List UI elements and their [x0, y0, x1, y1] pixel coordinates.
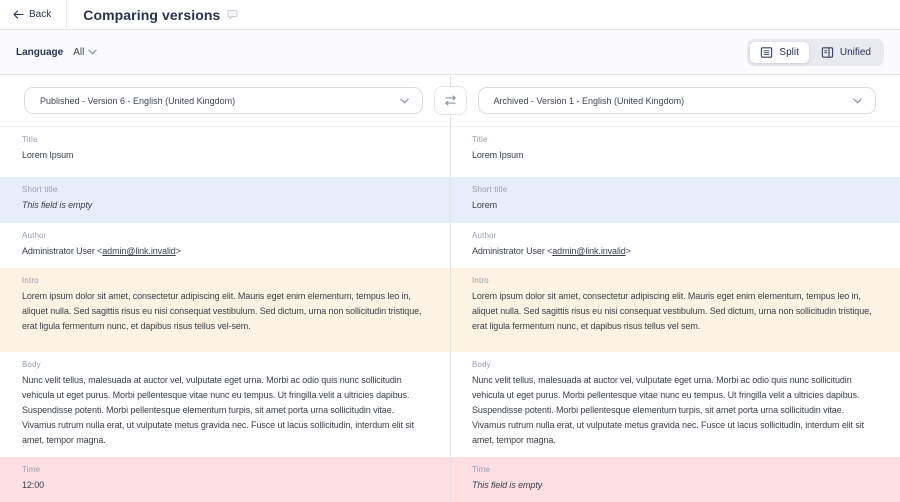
field-cell-right: Body Nunc velit tellus, malesuada at auc…	[450, 352, 900, 457]
field-value: Administrator User <admin@link.invalid>	[472, 244, 877, 259]
version-selector-row: Published - Version 6 - English (United …	[0, 75, 900, 127]
chevron-down-icon	[399, 98, 409, 103]
unified-view-label: Unified	[839, 46, 871, 58]
toolbar: Language All Split Unified	[0, 30, 900, 75]
field-value: Nunc velit tellus, malesuada at auctor v…	[472, 375, 865, 445]
field-cell-left: Short title This field is empty	[0, 177, 450, 223]
center-divider	[449, 75, 451, 502]
left-version-value: Published - Version 6 - English (United …	[40, 95, 236, 106]
page-title: Comparing versions	[83, 6, 221, 23]
field-row-body: Body Nunc velit tellus, malesuada at auc…	[0, 352, 900, 457]
field-value: Lorem	[472, 200, 498, 210]
field-label: Body	[472, 360, 491, 369]
unified-view-icon	[821, 46, 834, 58]
split-view-button[interactable]: Split	[750, 41, 809, 63]
field-label: Short title	[472, 185, 508, 194]
language-label: Language	[16, 46, 64, 58]
chevron-down-icon	[88, 49, 98, 55]
author-email-link[interactable]: admin@link.invalid	[552, 246, 626, 256]
field-label: Intro	[472, 276, 489, 285]
field-cell-left: Title Lorem Ipsum	[0, 127, 450, 177]
field-cell-left: Time 12:00	[0, 457, 450, 502]
language-value: All	[73, 46, 85, 58]
field-value: 12:00	[22, 480, 45, 490]
field-label: Intro	[22, 276, 39, 285]
swap-horizontal-icon	[444, 95, 456, 106]
field-cell-left: Intro Lorem ipsum dolor sit amet, consec…	[0, 268, 450, 352]
field-label: Title	[22, 135, 38, 144]
unified-view-button[interactable]: Unified	[811, 42, 881, 63]
right-version-value: Archived - Version 1 - English (United K…	[493, 95, 685, 106]
field-row-author: Author Administrator User <admin@link.in…	[0, 223, 900, 268]
view-mode-toggle: Split Unified	[747, 38, 884, 66]
split-view-label: Split	[779, 46, 799, 58]
field-row-title: Title Lorem Ipsum Title Lorem Ipsum	[0, 127, 900, 177]
field-cell-right: Author Administrator User <admin@link.in…	[450, 223, 900, 268]
split-view-icon	[761, 46, 773, 58]
field-value-empty: This field is empty	[22, 200, 93, 210]
author-name: Administrator User <	[472, 246, 553, 256]
comment-icon	[228, 10, 238, 20]
author-email-link[interactable]: admin@link.invalid	[102, 246, 176, 256]
field-value: Lorem Ipsum	[472, 150, 524, 160]
swap-versions-button[interactable]	[433, 86, 467, 115]
field-cell-right: Short title Lorem	[450, 177, 900, 223]
author-suffix: >	[175, 246, 181, 256]
field-value: Lorem Ipsum	[22, 150, 74, 160]
author-suffix: >	[625, 246, 631, 256]
field-label: Short title	[22, 185, 58, 194]
header-divider	[66, 0, 68, 29]
field-value: Administrator User <admin@link.invalid>	[22, 244, 427, 259]
field-label: Time	[472, 465, 491, 474]
chevron-down-icon	[853, 98, 862, 103]
author-name: Administrator User <	[22, 246, 103, 256]
field-label: Author	[472, 231, 497, 240]
compare-panel: Published - Version 6 - English (United …	[0, 75, 900, 502]
field-cell-left: Body Nunc velit tellus, malesuada at auc…	[0, 352, 450, 457]
language-filter: Language All	[16, 46, 98, 58]
language-select[interactable]: All	[73, 46, 98, 58]
field-label: Title	[472, 135, 488, 144]
field-value: Nunc velit tellus, malesuada at auctor v…	[22, 375, 415, 445]
field-value-empty: This field is empty	[472, 480, 543, 490]
field-cell-right: Time This field is empty	[450, 457, 900, 502]
field-label: Time	[22, 465, 41, 474]
page-header: Back Comparing versions	[0, 0, 900, 30]
field-value: Lorem ipsum dolor sit amet, consectetur …	[22, 291, 422, 331]
field-label: Body	[22, 360, 41, 369]
field-cell-left: Author Administrator User <admin@link.in…	[0, 223, 450, 268]
field-cell-right: Title Lorem Ipsum	[450, 127, 900, 177]
back-label: Back	[29, 9, 52, 20]
arrow-left-icon	[13, 10, 24, 19]
field-label: Author	[22, 231, 47, 240]
back-button[interactable]: Back	[0, 0, 66, 29]
left-version-select[interactable]: Published - Version 6 - English (United …	[24, 87, 423, 114]
right-version-select[interactable]: Archived - Version 1 - English (United K…	[477, 87, 876, 114]
field-cell-right: Intro Lorem ipsum dolor sit amet, consec…	[450, 268, 900, 352]
field-value: Lorem ipsum dolor sit amet, consectetur …	[472, 291, 872, 331]
